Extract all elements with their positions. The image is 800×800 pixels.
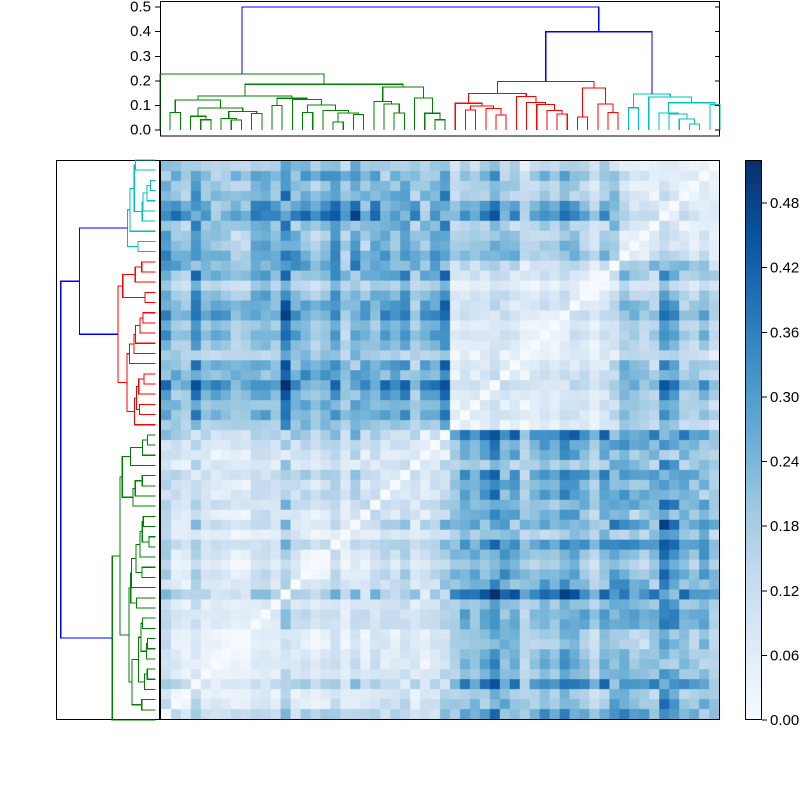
svg-text:0.06: 0.06	[770, 647, 799, 664]
svg-text:0.30: 0.30	[770, 389, 799, 406]
svg-text:0.36: 0.36	[770, 324, 799, 341]
svg-text:0.12: 0.12	[770, 583, 799, 600]
svg-text:0.00: 0.00	[770, 712, 799, 729]
svg-text:0.24: 0.24	[770, 454, 799, 471]
svg-text:0.18: 0.18	[770, 518, 799, 535]
svg-text:0.42: 0.42	[770, 260, 799, 277]
svg-text:0.48: 0.48	[770, 195, 799, 212]
